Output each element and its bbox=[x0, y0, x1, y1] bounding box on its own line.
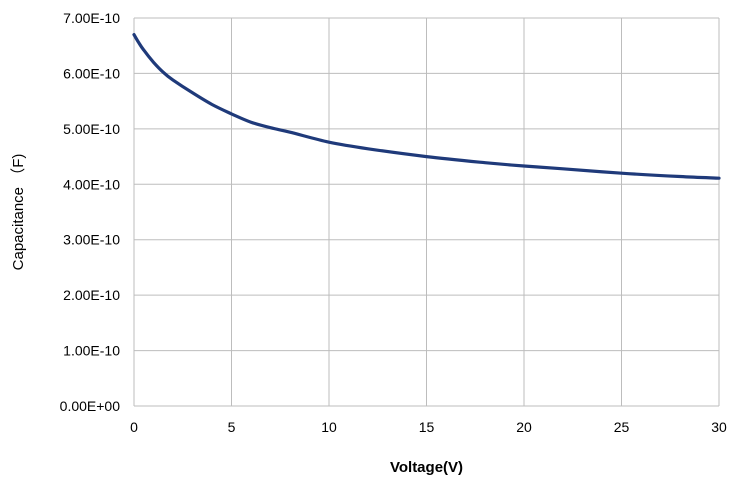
y-tick-label: 0.00E+00 bbox=[60, 398, 121, 414]
y-tick-label: 1.00E-10 bbox=[63, 343, 120, 359]
y-tick-label: 2.00E-10 bbox=[63, 287, 120, 303]
y-tick-label: 3.00E-10 bbox=[63, 232, 120, 248]
tick-labels: 0 5 10 15 20 25 30 0.00E+00 1.00E-10 2.00E-10 3.00… bbox=[60, 10, 727, 435]
y-axis-title: Capacitance （F) bbox=[10, 154, 27, 271]
x-tick-label: 25 bbox=[614, 419, 630, 435]
x-tick-label: 5 bbox=[228, 419, 236, 435]
series-layer bbox=[132, 33, 721, 180]
x-tick-label: 0 bbox=[130, 419, 138, 435]
grid bbox=[133, 17, 720, 407]
x-tick-label: 10 bbox=[321, 419, 337, 435]
series-line bbox=[132, 33, 721, 180]
y-tick-label: 6.00E-10 bbox=[63, 65, 120, 81]
x-tick-label: 20 bbox=[516, 419, 532, 435]
x-axis-title: Voltage(V) bbox=[390, 459, 463, 476]
y-tick-label: 7.00E-10 bbox=[63, 10, 120, 26]
y-tick-label: 4.00E-10 bbox=[63, 176, 120, 192]
x-tick-label: 15 bbox=[419, 419, 435, 435]
y-tick-label: 5.00E-10 bbox=[63, 121, 120, 137]
x-tick-label: 30 bbox=[711, 419, 727, 435]
